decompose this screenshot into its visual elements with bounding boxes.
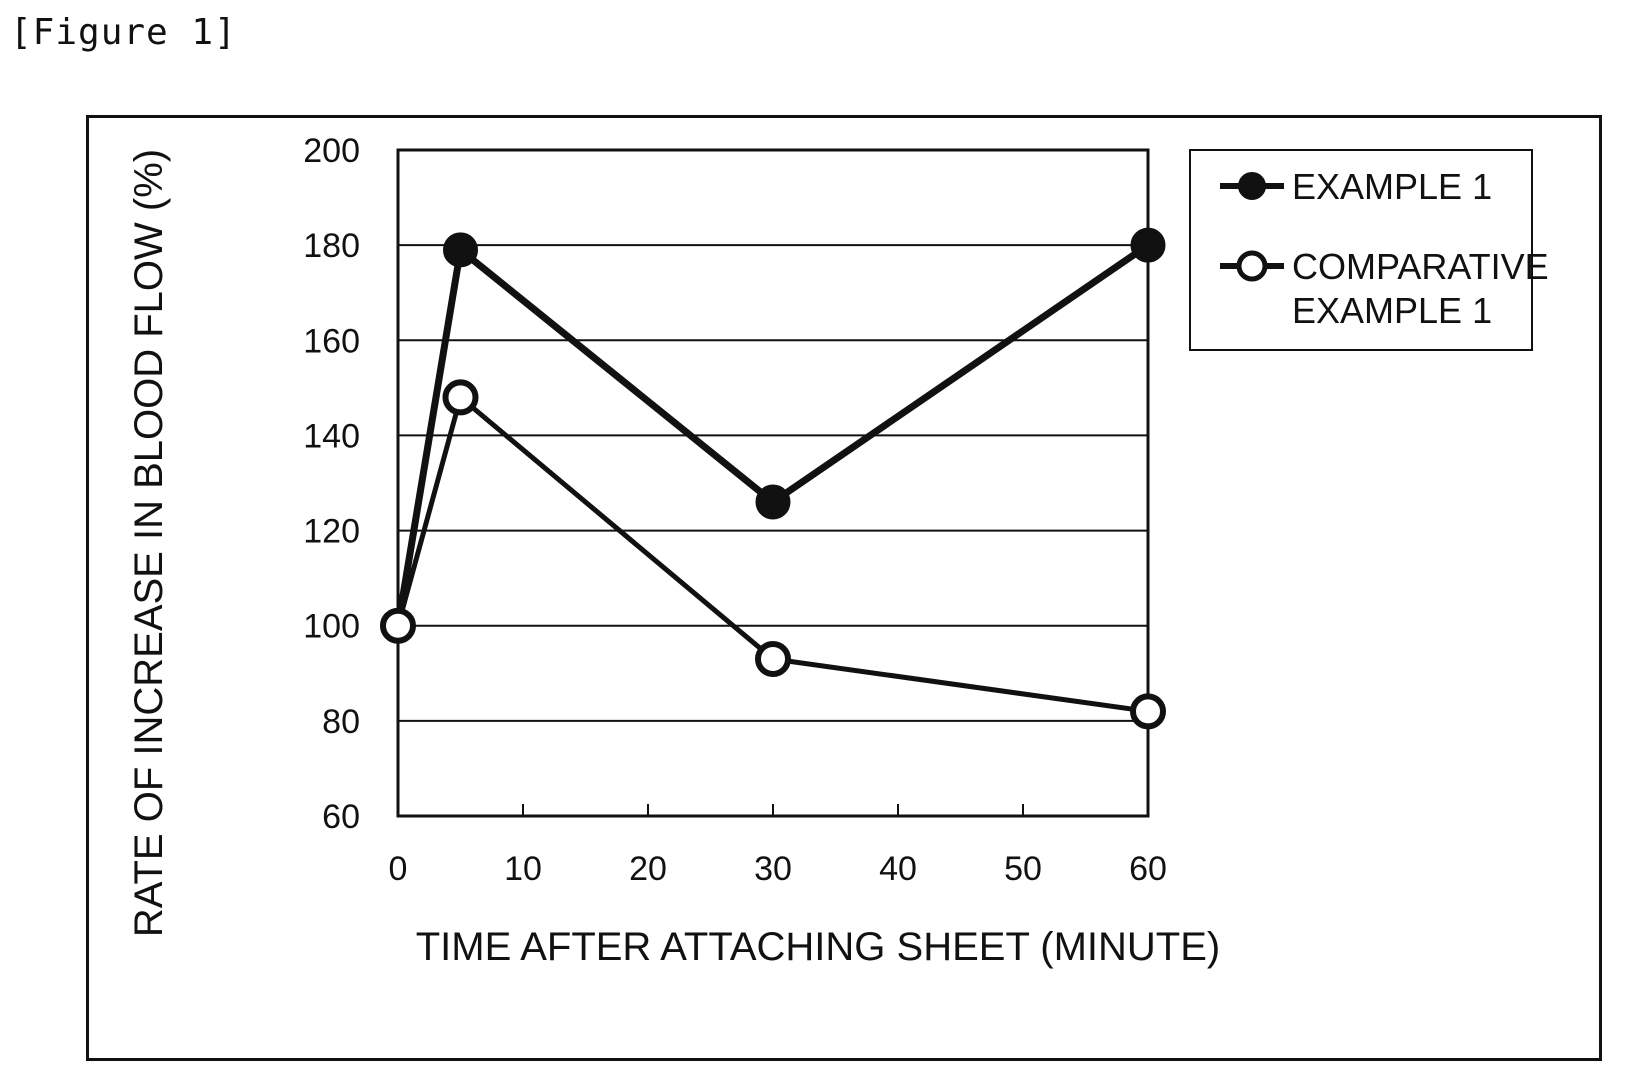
data-point [757,486,789,518]
y-axis-title: RATE OF INCREASE IN BLOOD FLOW (%) [127,149,171,937]
legend-label: COMPARATIVE [1292,246,1549,287]
data-point [383,611,413,641]
x-tick-label: 10 [504,850,542,888]
data-point [758,644,788,674]
y-tick-label: 80 [322,703,360,741]
x-tick-label: 40 [879,850,917,888]
x-tick-label: 0 [389,850,408,888]
plot-area [398,150,1148,816]
x-tick-label: 60 [1129,850,1167,888]
legend-label: EXAMPLE 1 [1292,290,1492,331]
data-point [1132,229,1164,261]
y-tick-label: 180 [303,227,360,265]
legend-label: EXAMPLE 1 [1292,166,1492,207]
y-tick-label: 60 [322,798,360,836]
legend: EXAMPLE 1COMPARATIVEEXAMPLE 1 [1190,150,1549,350]
data-point [1133,696,1163,726]
data-point [445,234,477,266]
legend-marker [1239,253,1265,279]
y-tick-label: 100 [303,608,360,646]
y-tick-label: 120 [303,513,360,551]
legend-marker [1239,173,1265,199]
x-axis-title: TIME AFTER ATTACHING SHEET (MINUTE) [416,925,1220,969]
x-tick-label: 30 [754,850,792,888]
y-tick-label: 140 [303,417,360,455]
x-tick-label: 50 [1004,850,1042,888]
y-tick-label: 200 [303,132,360,170]
series [382,229,1164,726]
series-2 [383,382,1163,726]
y-tick-label: 160 [303,322,360,360]
x-tick-label: 20 [629,850,667,888]
data-point [446,382,476,412]
